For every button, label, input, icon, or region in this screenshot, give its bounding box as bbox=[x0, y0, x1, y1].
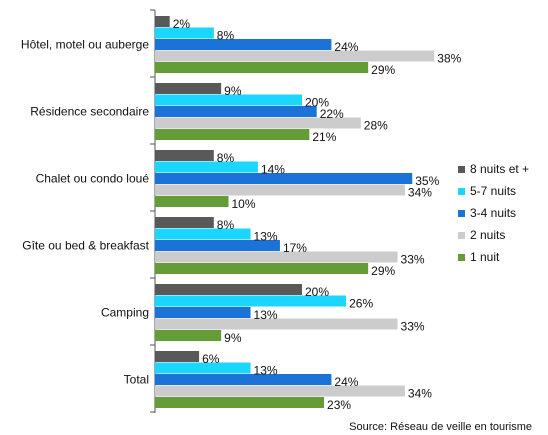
legend-label-1-nuit: 1 nuit bbox=[470, 250, 500, 264]
legend-label-8-nuits-et: 8 nuits et + bbox=[470, 162, 529, 176]
value-label-8-nuits-et-chalet-ou-condo-loue: 8% bbox=[217, 151, 235, 165]
legend-label-3-4-nuits: 3-4 nuits bbox=[470, 206, 516, 220]
bar-8-nuits-et-total bbox=[155, 351, 200, 362]
bar-8-nuits-et-camping bbox=[155, 284, 302, 295]
bar-2-nuits-residence-secondaire bbox=[155, 117, 361, 129]
value-label-1-nuit-gite-ou-bed-and-breakfast: 29% bbox=[371, 264, 395, 278]
value-labels: 2%8%24%38%29%9%20%22%28%21%8%14%35%34%10… bbox=[173, 17, 462, 412]
legend-swatch-3-4-nuits bbox=[458, 210, 465, 217]
legend-swatch-8-nuits-et bbox=[458, 166, 465, 173]
category-ticks bbox=[150, 9, 155, 413]
value-label-2-nuits-camping: 33% bbox=[401, 320, 425, 334]
category-labels: Hôtel, motel ou auberge Résidence seconda… bbox=[21, 38, 150, 387]
category-label-camping: Camping bbox=[101, 306, 149, 320]
bar-2-nuits-gite-ou-bed-and-breakfast bbox=[155, 251, 398, 263]
bar-2-nuits-total bbox=[155, 385, 405, 397]
category-label-gite-ou-bed-and-breakfast: Gîte ou bed & breakfast bbox=[22, 239, 149, 253]
value-label-8-nuits-et-hotel-motel-ou-auberge: 2% bbox=[173, 17, 191, 31]
value-label-3-4-nuits-total: 24% bbox=[334, 375, 358, 389]
value-label-8-nuits-et-residence-secondaire: 9% bbox=[224, 84, 242, 98]
category-label-total: Total bbox=[124, 373, 149, 387]
legend-label-5-7-nuits: 5-7 nuits bbox=[470, 184, 516, 198]
bar-3-4-nuits-total bbox=[155, 374, 332, 385]
value-label-5-7-nuits-hotel-motel-ou-auberge: 8% bbox=[217, 29, 235, 43]
value-label-3-4-nuits-chalet-ou-condo-loue: 35% bbox=[415, 174, 439, 188]
value-label-3-4-nuits-residence-secondaire: 22% bbox=[320, 107, 344, 121]
bar-3-4-nuits-chalet-ou-condo-loue bbox=[155, 173, 413, 184]
bar-3-4-nuits-hotel-motel-ou-auberge bbox=[155, 39, 332, 50]
bars bbox=[155, 16, 435, 408]
value-label-1-nuit-residence-secondaire: 21% bbox=[312, 130, 336, 144]
bar-8-nuits-et-gite-ou-bed-and-breakfast bbox=[155, 217, 214, 228]
bar-3-4-nuits-residence-secondaire bbox=[155, 106, 317, 117]
legend-swatch-1-nuit bbox=[458, 254, 465, 261]
bar-3-4-nuits-camping bbox=[155, 307, 251, 318]
value-label-2-nuits-chalet-ou-condo-loue: 34% bbox=[408, 186, 432, 200]
value-label-3-4-nuits-hotel-motel-ou-auberge: 24% bbox=[334, 40, 358, 54]
value-label-8-nuits-et-camping: 20% bbox=[305, 285, 329, 299]
bar-2-nuits-camping bbox=[155, 318, 398, 330]
value-label-1-nuit-total: 23% bbox=[327, 398, 351, 412]
bar-5-7-nuits-chalet-ou-condo-loue bbox=[155, 161, 258, 173]
legend-swatch-5-7-nuits bbox=[458, 188, 465, 195]
value-label-2-nuits-hotel-motel-ou-auberge: 38% bbox=[437, 52, 461, 66]
bar-1-nuit-camping bbox=[155, 330, 222, 341]
bar-1-nuit-gite-ou-bed-and-breakfast bbox=[155, 263, 369, 274]
bar-8-nuits-et-residence-secondaire bbox=[155, 83, 222, 94]
category-label-chalet-ou-condo-loue: Chalet ou condo loué bbox=[36, 172, 150, 186]
value-label-1-nuit-hotel-motel-ou-auberge: 29% bbox=[371, 63, 395, 77]
legend: 8 nuits et + 5-7 nuits 3-4 nuits 2 nuits 1 n… bbox=[458, 162, 529, 264]
value-label-1-nuit-chalet-ou-condo-loue: 10% bbox=[232, 197, 256, 211]
value-label-2-nuits-residence-secondaire: 28% bbox=[364, 119, 388, 133]
value-label-5-7-nuits-residence-secondaire: 20% bbox=[305, 96, 329, 110]
value-label-5-7-nuits-gite-ou-bed-and-breakfast: 13% bbox=[254, 230, 278, 244]
value-label-3-4-nuits-gite-ou-bed-and-breakfast: 17% bbox=[283, 241, 307, 255]
bar-5-7-nuits-gite-ou-bed-and-breakfast bbox=[155, 228, 251, 240]
value-label-8-nuits-et-gite-ou-bed-and-breakfast: 8% bbox=[217, 218, 235, 232]
source-note: Source: Réseau de veille en tourisme bbox=[349, 421, 532, 433]
value-label-5-7-nuits-chalet-ou-condo-loue: 14% bbox=[261, 163, 285, 177]
bar-1-nuit-hotel-motel-ou-auberge bbox=[155, 62, 369, 73]
bar-5-7-nuits-hotel-motel-ou-auberge bbox=[155, 27, 214, 39]
value-label-2-nuits-total: 34% bbox=[408, 387, 432, 401]
bar-5-7-nuits-camping bbox=[155, 295, 347, 307]
legend-label-2-nuits: 2 nuits bbox=[470, 228, 505, 242]
value-label-1-nuit-camping: 9% bbox=[224, 331, 242, 345]
category-label-residence-secondaire: Résidence secondaire bbox=[30, 105, 149, 119]
category-label-hotel-motel-ou-auberge: Hôtel, motel ou auberge bbox=[21, 38, 149, 52]
bar-8-nuits-et-chalet-ou-condo-loue bbox=[155, 150, 214, 161]
value-label-5-7-nuits-total: 13% bbox=[254, 364, 278, 378]
bar-1-nuit-total bbox=[155, 397, 325, 408]
value-label-5-7-nuits-camping: 26% bbox=[349, 297, 373, 311]
legend-swatch-2-nuits bbox=[458, 232, 465, 239]
value-label-3-4-nuits-camping: 13% bbox=[254, 308, 278, 322]
bar-1-nuit-residence-secondaire bbox=[155, 129, 310, 140]
bar-1-nuit-chalet-ou-condo-loue bbox=[155, 196, 229, 207]
bar-8-nuits-et-hotel-motel-ou-auberge bbox=[155, 16, 170, 27]
value-label-2-nuits-gite-ou-bed-and-breakfast: 33% bbox=[401, 253, 425, 267]
bar-2-nuits-chalet-ou-condo-loue bbox=[155, 184, 405, 196]
bar-2-nuits-hotel-motel-ou-auberge bbox=[155, 50, 435, 62]
value-label-8-nuits-et-total: 6% bbox=[202, 352, 220, 366]
bar-5-7-nuits-total bbox=[155, 362, 251, 374]
bar-3-4-nuits-gite-ou-bed-and-breakfast bbox=[155, 240, 280, 251]
bar-5-7-nuits-residence-secondaire bbox=[155, 94, 302, 106]
